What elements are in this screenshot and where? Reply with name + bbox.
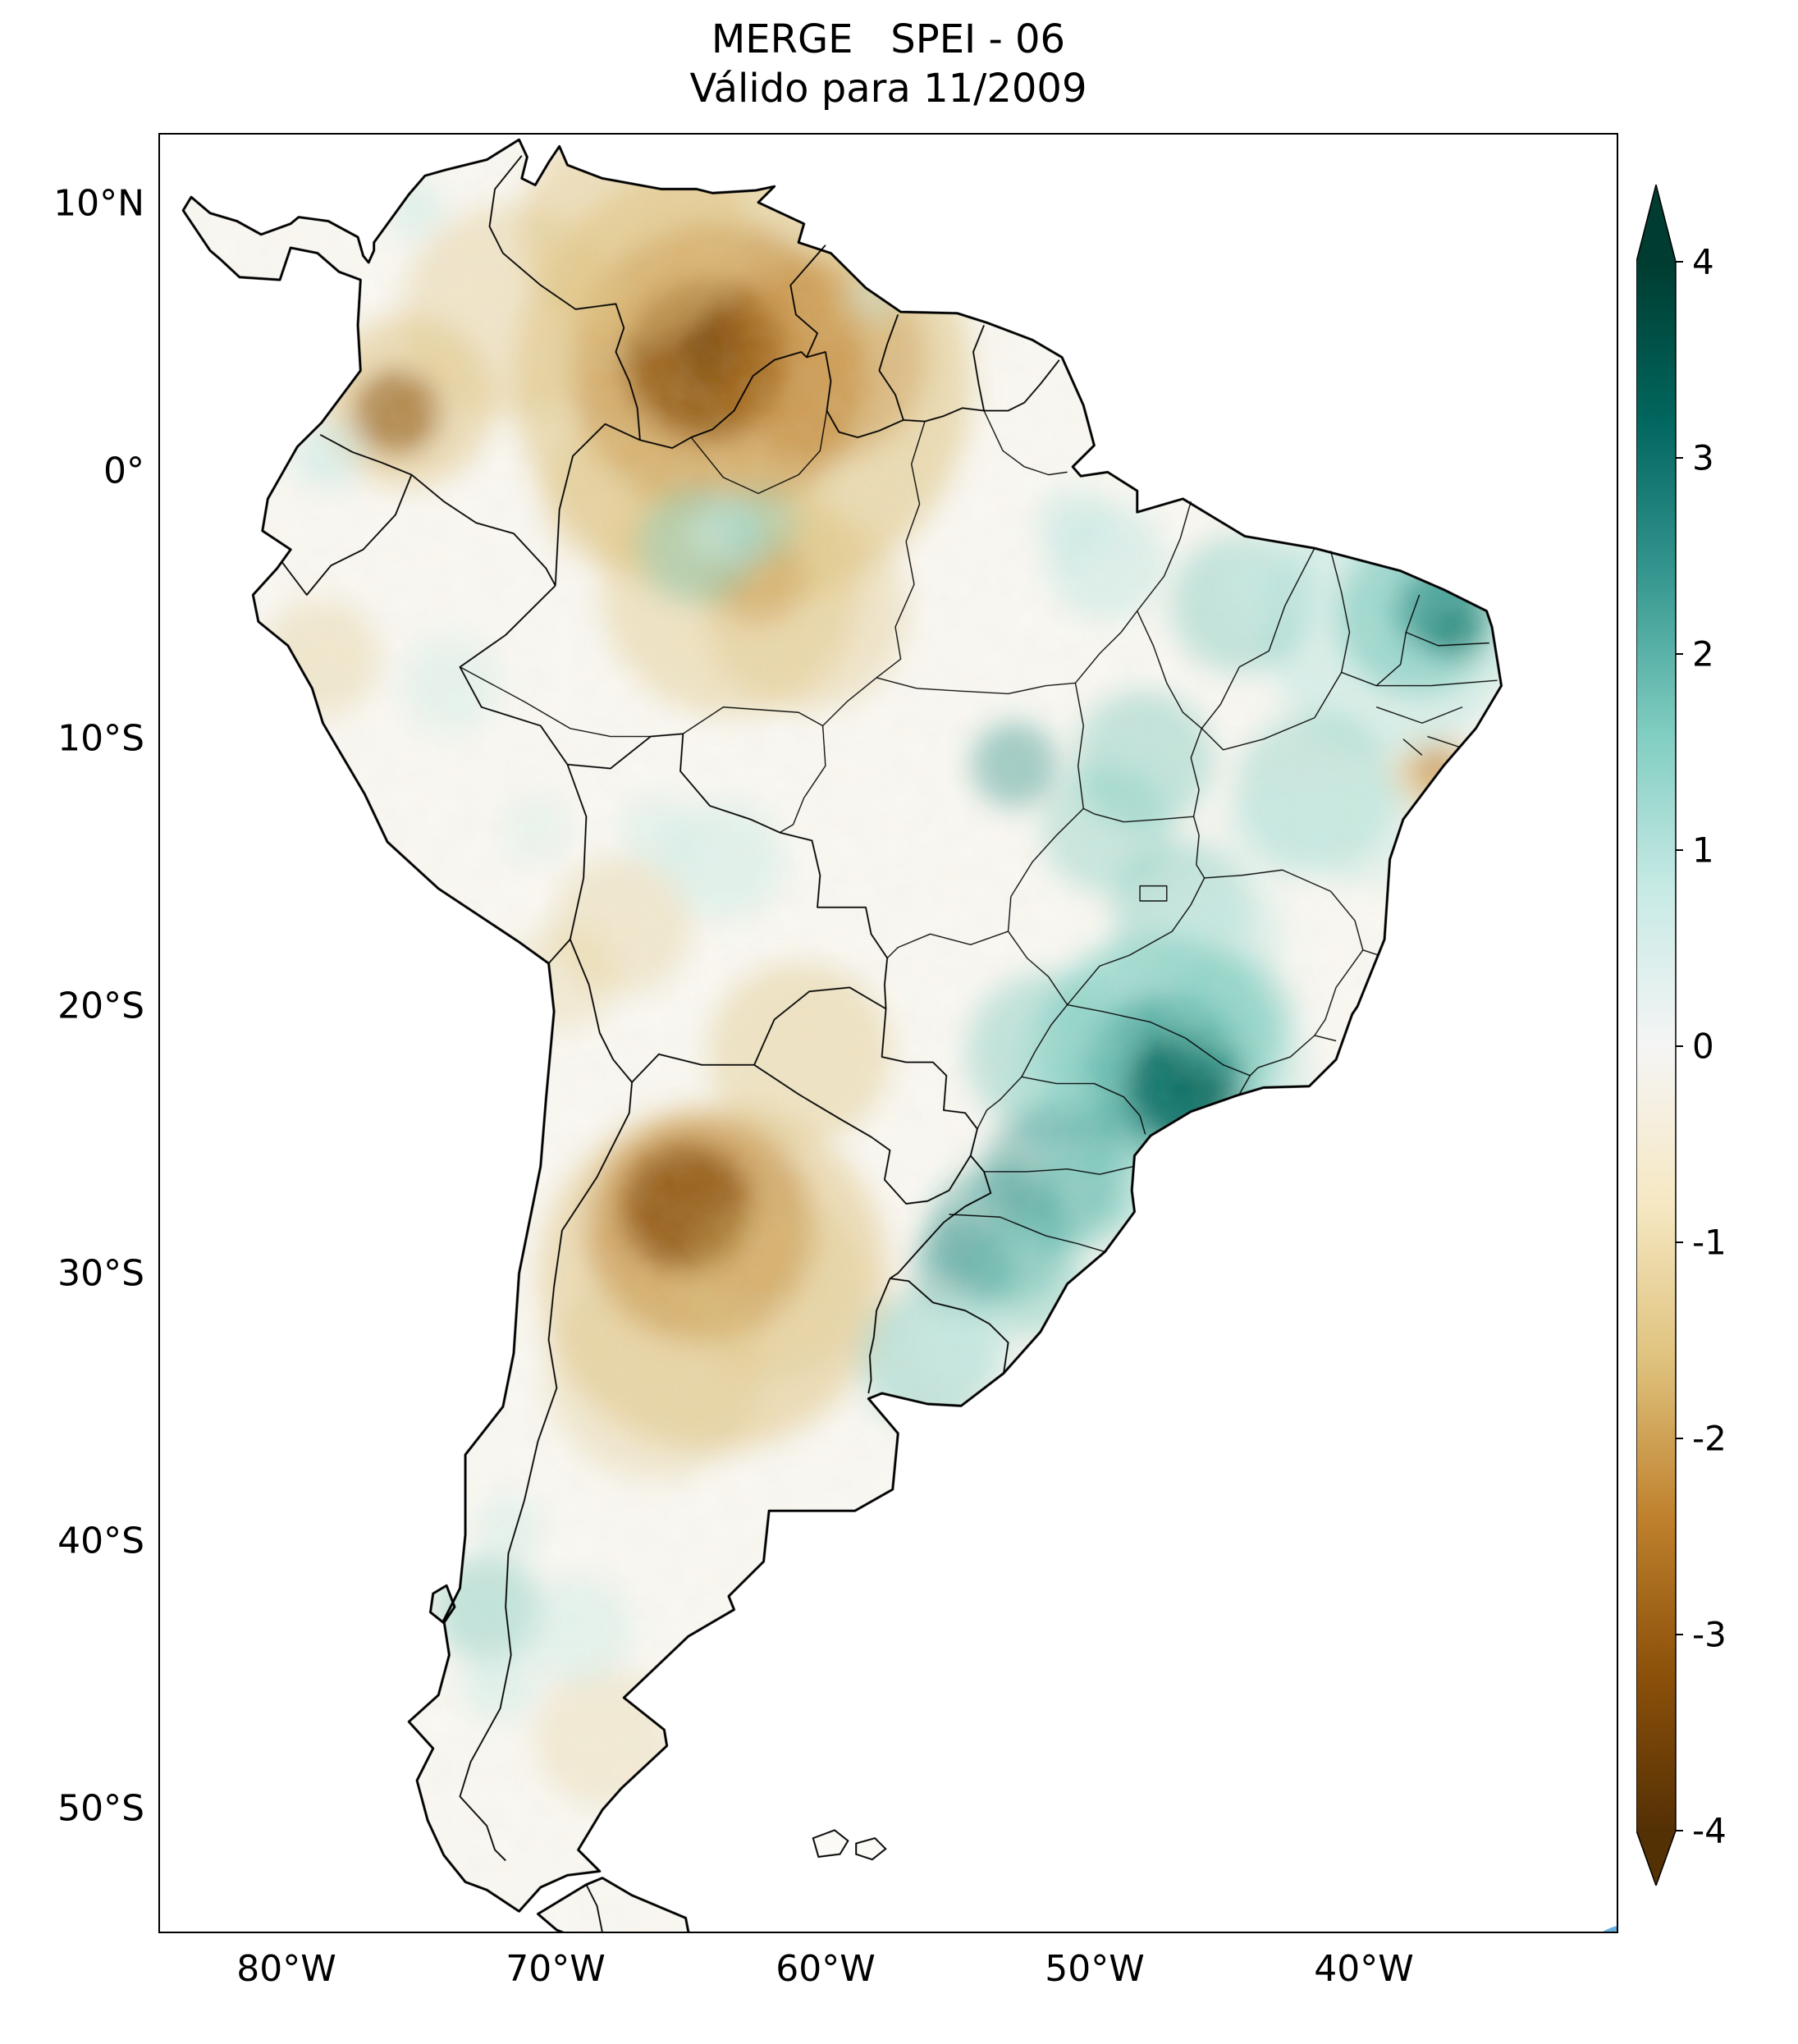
state-borders xyxy=(460,410,1498,1253)
colorbar-tick-label: -2 xyxy=(1692,1418,1727,1459)
colorbar-tick-marks xyxy=(1676,261,1683,1831)
inpe-logo-graphic: INPE xyxy=(1603,1926,1617,1932)
inpe-logo: INPE xyxy=(1555,1907,1617,1932)
y-tick-label: 20°S xyxy=(57,985,144,1027)
x-tick-label: 40°W xyxy=(1314,1948,1414,1990)
x-tick-label: 50°W xyxy=(1045,1948,1145,1990)
y-tick-label: 10°S xyxy=(57,717,144,760)
south-america-map xyxy=(181,138,1503,1932)
title-line-2: Válido para 11/2009 xyxy=(689,66,1087,112)
y-tick-label: 30°S xyxy=(57,1252,144,1295)
figure-title: MERGE SPEI - 06 Válido para 11/2009 xyxy=(158,15,1618,113)
x-tick-label: 80°W xyxy=(236,1948,336,1990)
colorbar-extend-min xyxy=(1636,1831,1676,1886)
y-tick-label: 40°S xyxy=(57,1520,144,1562)
colorbar-tick-label: -1 xyxy=(1692,1222,1727,1263)
colorbar-tick-label: -4 xyxy=(1692,1810,1727,1851)
coastline xyxy=(181,138,1503,1932)
colorbar-gradient xyxy=(1636,262,1676,1831)
colorbar-graphic xyxy=(1636,184,1683,1888)
y-tick-label: 0° xyxy=(103,450,144,492)
map-panel: INPE xyxy=(158,133,1618,1933)
colorbar-tick-label: 1 xyxy=(1692,830,1714,871)
falkland-islands xyxy=(812,1829,887,1861)
spei-field xyxy=(183,139,1502,1932)
colorbar xyxy=(1636,184,1684,1888)
title-line-1: MERGE SPEI - 06 xyxy=(711,16,1066,62)
x-tick-label: 70°W xyxy=(506,1948,606,1990)
country-borders xyxy=(281,155,1060,1932)
colorbar-tick-label: 2 xyxy=(1692,633,1714,674)
colorbar-tick-label: 3 xyxy=(1692,437,1714,478)
inpe-orbit-arc xyxy=(1603,1926,1617,1932)
colorbar-tick-label: -3 xyxy=(1692,1614,1727,1655)
x-tick-label: 60°W xyxy=(775,1948,876,1990)
y-tick-label: 10°N xyxy=(53,182,144,225)
colorbar-extend-max xyxy=(1636,185,1676,262)
colorbar-tick-label: 4 xyxy=(1692,241,1714,282)
colorbar-tick-label: 0 xyxy=(1692,1026,1714,1067)
y-tick-label: 50°S xyxy=(57,1787,144,1830)
